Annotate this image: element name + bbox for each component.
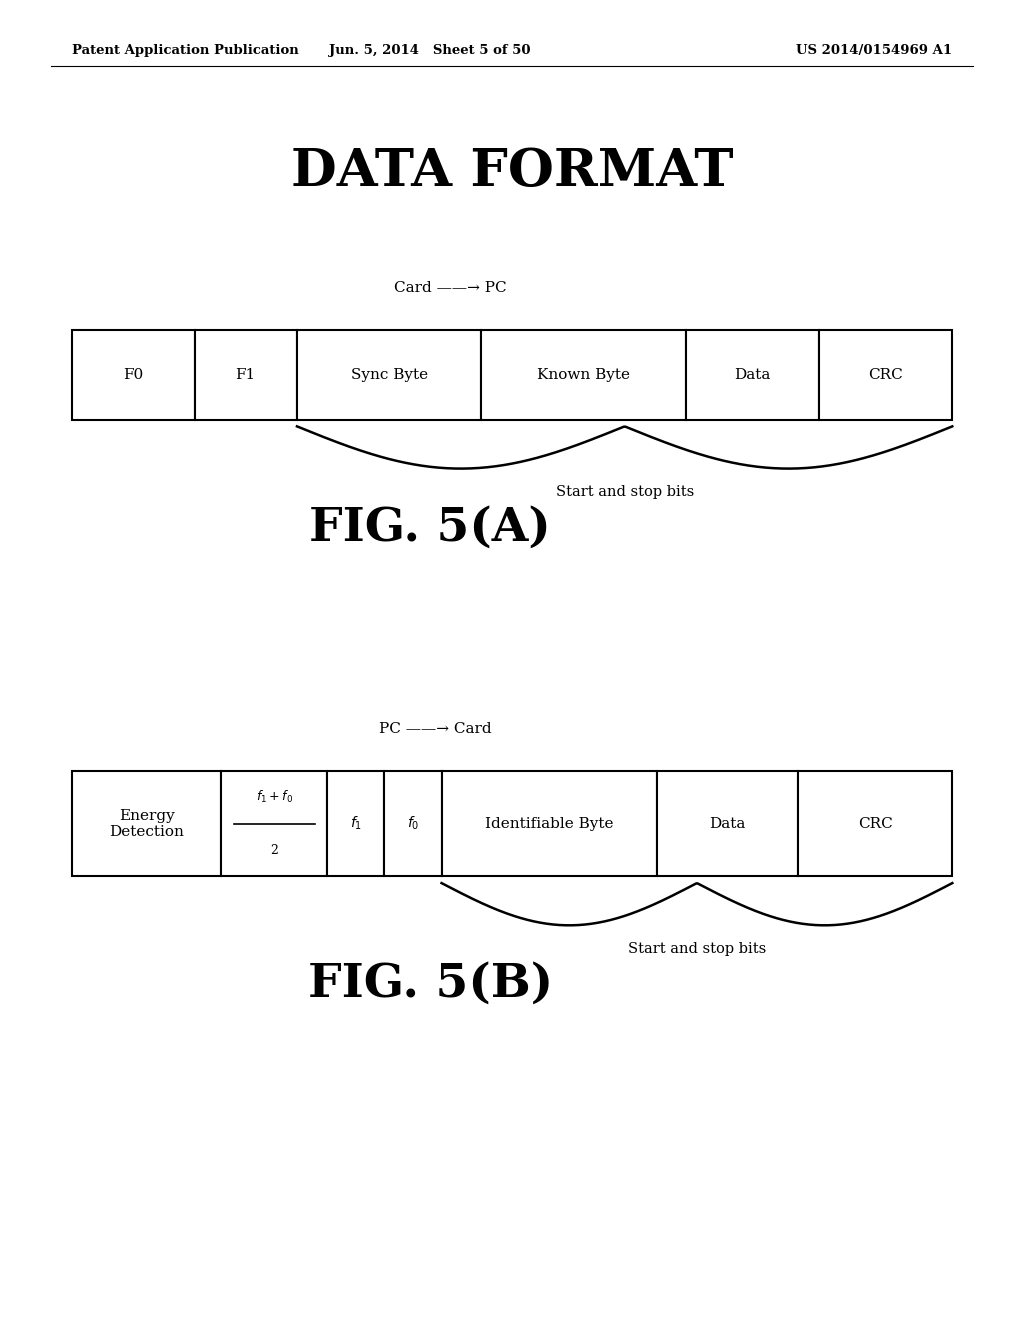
Text: Start and stop bits: Start and stop bits: [555, 486, 694, 499]
Bar: [384, 771, 441, 876]
Text: $f_0$: $f_0$: [407, 814, 419, 833]
Text: $f_1$: $f_1$: [349, 814, 361, 833]
Bar: [441, 771, 657, 876]
Text: CRC: CRC: [868, 368, 903, 381]
Text: Known Byte: Known Byte: [538, 368, 630, 381]
Bar: [221, 771, 327, 876]
Text: Start and stop bits: Start and stop bits: [628, 942, 766, 956]
Text: FIG. 5(A): FIG. 5(A): [309, 506, 551, 550]
Bar: [657, 771, 799, 876]
Text: Energy
Detection: Energy Detection: [110, 809, 184, 838]
Text: Data: Data: [734, 368, 771, 381]
Text: Identifiable Byte: Identifiable Byte: [485, 817, 613, 830]
Text: Patent Application Publication: Patent Application Publication: [72, 44, 298, 57]
Bar: [481, 330, 686, 420]
Bar: [686, 330, 819, 420]
Text: $f_1+f_0$: $f_1+f_0$: [256, 789, 293, 805]
Text: Data: Data: [710, 817, 745, 830]
Text: Sync Byte: Sync Byte: [350, 368, 428, 381]
Bar: [72, 771, 221, 876]
Text: FIG. 5(B): FIG. 5(B): [307, 961, 553, 1006]
Bar: [819, 330, 952, 420]
Text: PC ——→ Card: PC ——→ Card: [379, 722, 492, 735]
Text: F1: F1: [236, 368, 256, 381]
Text: F0: F0: [123, 368, 143, 381]
Bar: [327, 771, 384, 876]
Text: Jun. 5, 2014   Sheet 5 of 50: Jun. 5, 2014 Sheet 5 of 50: [330, 44, 530, 57]
Bar: [195, 330, 297, 420]
Text: CRC: CRC: [858, 817, 893, 830]
Bar: [72, 330, 195, 420]
Text: DATA FORMAT: DATA FORMAT: [291, 147, 733, 197]
Text: 2: 2: [270, 843, 279, 857]
Bar: [799, 771, 952, 876]
Bar: [297, 330, 481, 420]
Text: Card ——→ PC: Card ——→ PC: [394, 281, 507, 294]
Text: US 2014/0154969 A1: US 2014/0154969 A1: [797, 44, 952, 57]
